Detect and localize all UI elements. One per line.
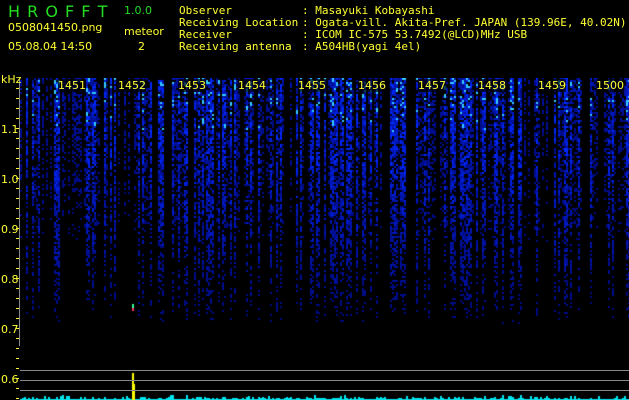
x-tick-label: 1456 xyxy=(358,79,386,92)
x-tick-label: 1457 xyxy=(418,79,446,92)
y-minor-tick xyxy=(16,158,19,159)
y-minor-tick xyxy=(16,328,19,329)
y-minor-tick xyxy=(16,398,19,399)
y-axis-unit: kHz xyxy=(1,73,22,86)
y-minor-tick xyxy=(16,368,19,369)
x-tick-label: 1459 xyxy=(538,79,566,92)
spectrogram xyxy=(20,78,629,400)
y-tick-label: 0.6 xyxy=(1,373,19,386)
y-tick-label: 0.7 xyxy=(1,323,19,336)
y-minor-tick xyxy=(16,278,19,279)
info-value-location: : Ogata-vill. Akita-Pref. JAPAN (139.96E… xyxy=(302,16,627,29)
x-tick-label: 1454 xyxy=(238,79,266,92)
y-minor-tick xyxy=(16,128,19,129)
app-version: 1.0.0 xyxy=(124,4,152,17)
x-tick-label: 1500 xyxy=(596,79,624,92)
app-title: H R O F F T xyxy=(8,2,108,21)
y-minor-tick xyxy=(16,88,19,89)
y-tick-label: 0.8 xyxy=(1,273,19,286)
y-axis-line xyxy=(19,78,20,346)
y-tick-label: 0.9 xyxy=(1,223,19,236)
y-minor-tick xyxy=(16,288,19,289)
x-tick-label: 1451 xyxy=(58,79,86,92)
y-minor-tick xyxy=(16,178,19,179)
x-tick-label: 1458 xyxy=(478,79,506,92)
info-label-observer: Observer xyxy=(179,4,232,17)
histogram-gridline xyxy=(20,370,629,371)
y-tick-label: 1.1 xyxy=(1,123,19,136)
meteor-count: 2 xyxy=(138,40,145,53)
y-minor-tick xyxy=(16,108,19,109)
info-label-antenna: Receiving antenna xyxy=(179,40,292,53)
histogram-gridline xyxy=(20,380,629,381)
y-minor-tick xyxy=(16,168,19,169)
info-label-location: Receiving Location xyxy=(179,16,299,29)
y-minor-tick xyxy=(16,258,19,259)
y-minor-tick xyxy=(16,228,19,229)
y-minor-tick xyxy=(16,208,19,209)
y-minor-tick xyxy=(16,318,19,319)
y-minor-tick xyxy=(16,148,19,149)
y-minor-tick xyxy=(16,138,19,139)
y-minor-tick xyxy=(16,118,19,119)
info-value-observer: : Masayuki Kobayashi xyxy=(302,4,435,17)
info-label-receiver: Receiver xyxy=(179,28,232,41)
y-minor-tick xyxy=(16,378,19,379)
info-value-antenna: : A504HB(yagi 4el) xyxy=(302,40,422,53)
y-minor-tick xyxy=(16,388,19,389)
y-minor-tick xyxy=(16,218,19,219)
y-minor-tick xyxy=(16,348,19,349)
y-minor-tick xyxy=(16,268,19,269)
x-tick-label: 1452 xyxy=(118,79,146,92)
meteor-label: meteor xyxy=(124,25,164,38)
y-minor-tick xyxy=(16,238,19,239)
y-minor-tick xyxy=(16,338,19,339)
y-minor-tick xyxy=(16,248,19,249)
file-name: 0508041450.png xyxy=(8,21,103,34)
y-minor-tick xyxy=(16,308,19,309)
info-value-receiver: : ICOM IC-575 53.7492(@LCD)MHz USB xyxy=(302,28,528,41)
x-tick-label: 1455 xyxy=(298,79,326,92)
y-tick-label: 1.0 xyxy=(1,173,19,186)
y-minor-tick xyxy=(16,188,19,189)
x-tick-label: 1453 xyxy=(178,79,206,92)
file-datetime: 05.08.04 14:50 xyxy=(8,40,93,53)
y-minor-tick xyxy=(16,358,19,359)
y-minor-tick xyxy=(16,298,19,299)
y-minor-tick xyxy=(16,198,19,199)
y-minor-tick xyxy=(16,98,19,99)
histogram-gridline xyxy=(20,390,629,391)
